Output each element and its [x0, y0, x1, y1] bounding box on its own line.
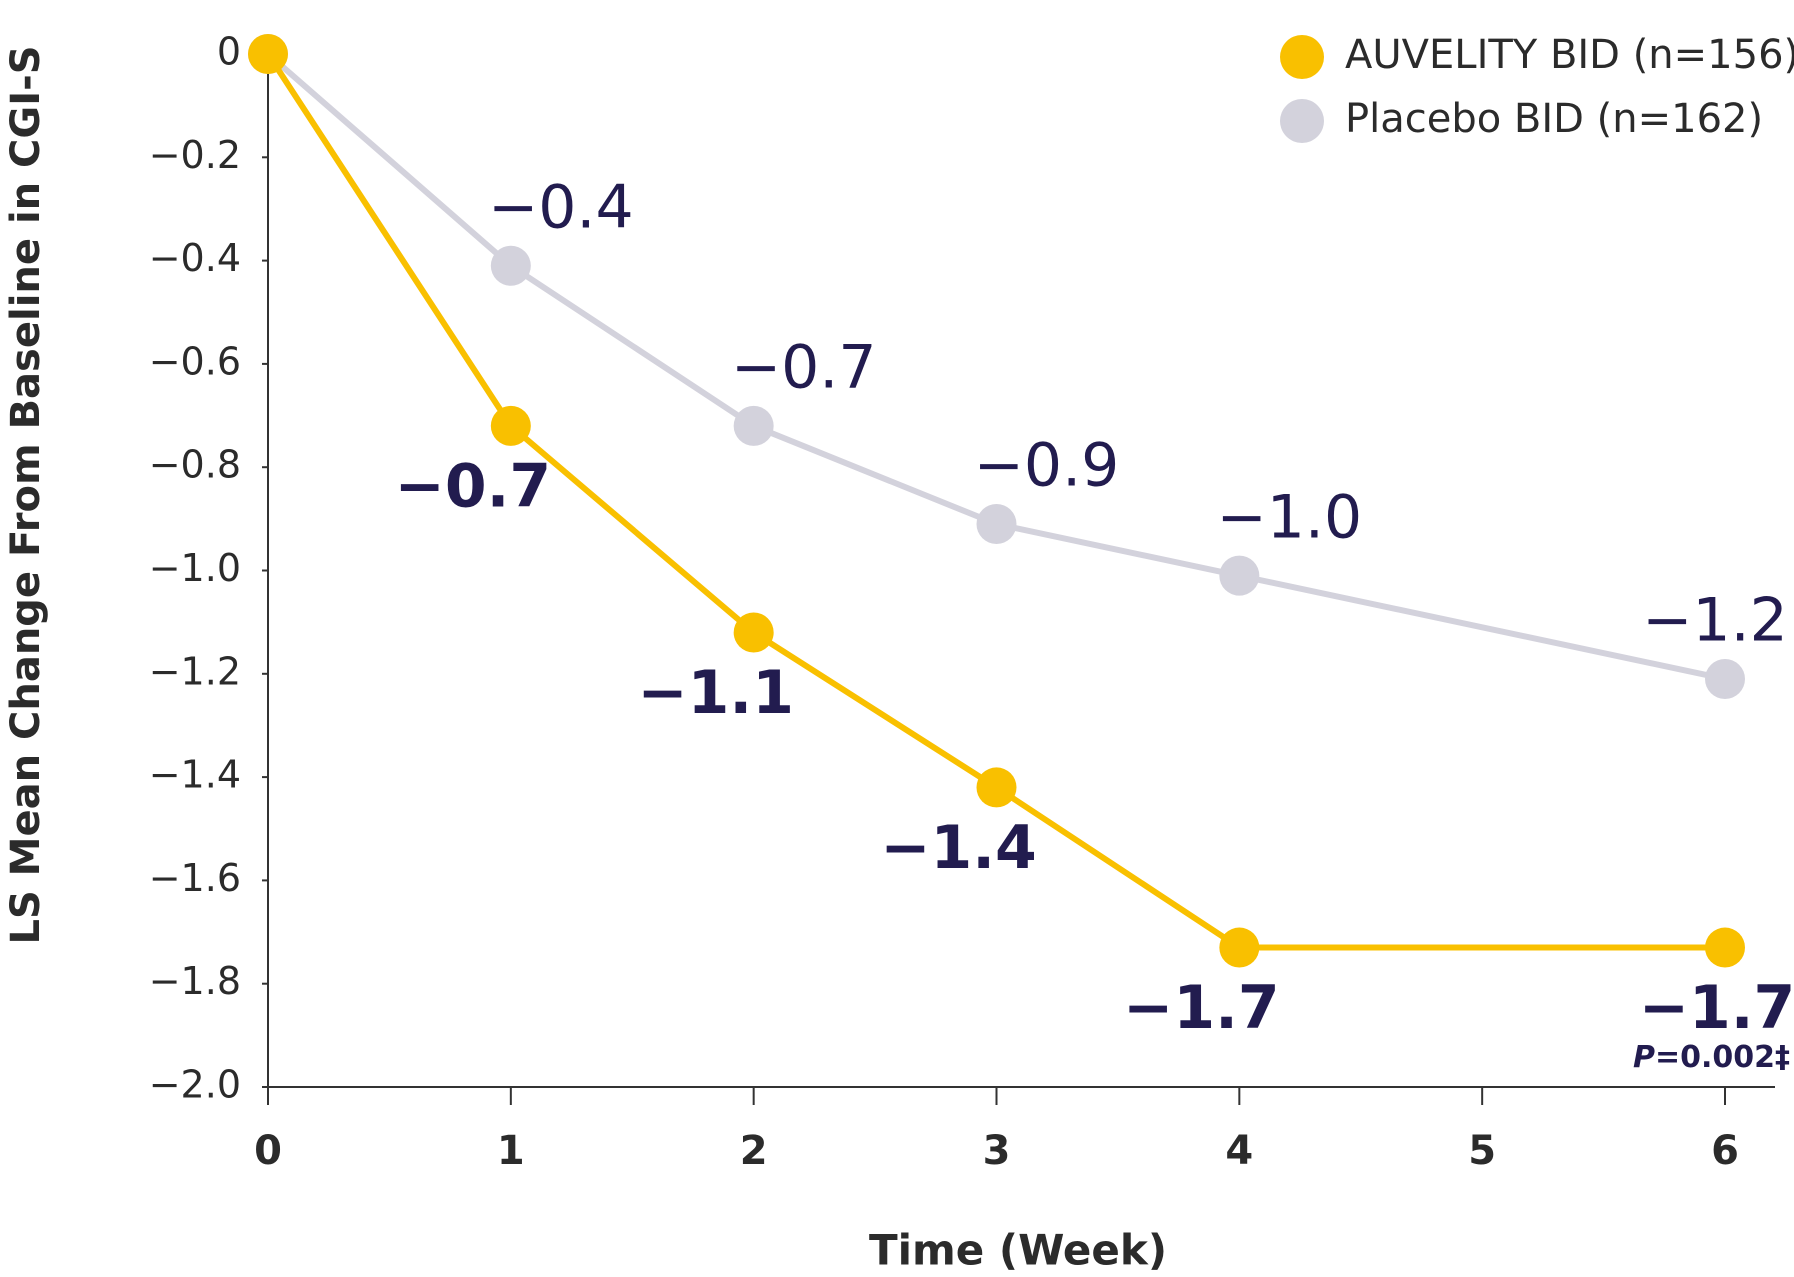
y-tick-label: 0	[217, 30, 241, 74]
y-tick-label: −0.4	[149, 236, 241, 280]
y-tick-label: −0.8	[149, 443, 241, 487]
data-point	[733, 405, 774, 446]
data-point	[490, 405, 531, 446]
data-point	[1705, 927, 1745, 968]
legend-label: Placebo BID (n=162)	[1345, 96, 1763, 142]
y-tick-label: −1.8	[149, 959, 241, 1003]
data-label: −0.4	[488, 172, 634, 242]
data-point	[1219, 555, 1260, 596]
data-label: −1.7	[1123, 973, 1280, 1043]
x-tick-label: 1	[497, 1128, 525, 1174]
y-tick-label: −1.4	[149, 753, 241, 797]
data-label: −1.4	[880, 813, 1037, 883]
y-tick-label: −2.0	[149, 1063, 241, 1107]
y-tick-label: −1.2	[149, 649, 241, 693]
data-label: −1.2	[1642, 586, 1788, 656]
x-tick-label: 3	[983, 1128, 1011, 1174]
data-label: −1.7	[1639, 973, 1794, 1043]
y-tick-label: −0.6	[149, 339, 241, 383]
x-tick-label: 6	[1711, 1128, 1739, 1174]
y-tick-label: −0.2	[149, 133, 241, 177]
annotation-p: P	[1633, 1040, 1655, 1075]
data-label: −0.7	[731, 332, 877, 402]
x-tick-label: 0	[254, 1128, 282, 1174]
legend-marker	[1280, 35, 1324, 79]
annotation-value: =0.002‡	[1655, 1040, 1790, 1075]
legend-marker	[1280, 99, 1324, 143]
x-tick-label: 4	[1225, 1128, 1253, 1174]
legend-label: AUVELITY BID (n=156)	[1345, 32, 1794, 78]
x-tick-label: 5	[1468, 1128, 1496, 1174]
data-point	[976, 767, 1017, 808]
annotation: P=0.002‡	[1633, 1040, 1790, 1075]
x-tick-label: 2	[740, 1128, 768, 1174]
data-point	[1219, 927, 1260, 968]
x-axis-title: Time (Week)	[869, 1226, 1167, 1275]
data-label: −1.1	[637, 658, 794, 728]
data-label: −1.0	[1216, 482, 1362, 552]
y-tick-label: −1.0	[149, 546, 241, 590]
data-point	[248, 34, 288, 74]
series-line	[265, 52, 1725, 951]
y-axis-title: LS Mean Change From Baseline in CGI-S	[3, 45, 49, 944]
data-point	[1705, 658, 1745, 699]
y-tick-label: −1.6	[149, 856, 241, 900]
data-point	[733, 612, 774, 653]
data-point	[490, 245, 531, 286]
series-line	[266, 51, 1726, 682]
data-point	[976, 504, 1017, 545]
data-label: −0.7	[395, 451, 552, 521]
data-label: −0.9	[974, 431, 1120, 501]
